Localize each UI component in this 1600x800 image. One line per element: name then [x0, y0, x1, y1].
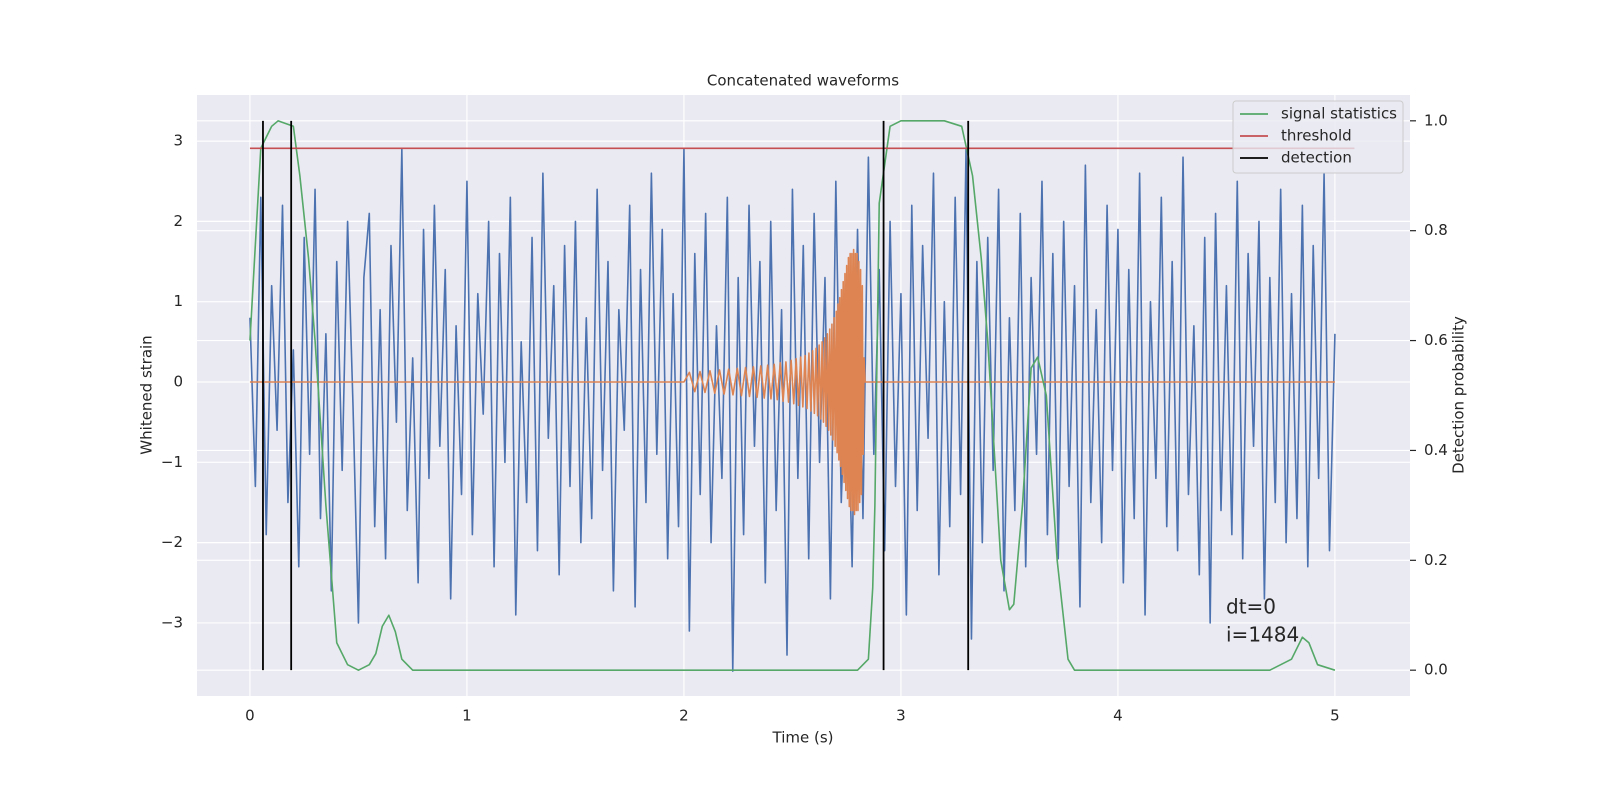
y2-tick-label: 1.0	[1424, 111, 1448, 129]
x-tick-label: 0	[245, 707, 255, 725]
y2-tick-label: 0.8	[1424, 221, 1448, 239]
series-line	[249, 248, 1335, 516]
y-tick-label: −2	[161, 533, 183, 551]
series-line	[249, 148, 1336, 672]
legend-label: signal statistics	[1281, 105, 1397, 123]
legend-label: threshold	[1281, 127, 1352, 145]
overlay: signal statistics threshold detection	[1232, 100, 1404, 174]
y2-tick-label: 0.2	[1424, 551, 1448, 569]
legend-label: detection	[1281, 149, 1352, 167]
annotation: dt=0	[1226, 595, 1276, 619]
y-axis-label: Whitened strain	[138, 335, 156, 454]
y2-tick-label: 0.0	[1424, 661, 1448, 679]
x-tick-label: 5	[1330, 707, 1340, 725]
y-tick-label: 1	[173, 292, 183, 310]
y2-axis-label: Detection probability	[1450, 316, 1468, 474]
x-axis-label: Time (s)	[772, 729, 834, 747]
series-line	[249, 120, 1336, 671]
marks	[249, 120, 1355, 672]
y2-tick-label: 0.4	[1424, 441, 1448, 459]
y-tick-label: 3	[173, 132, 183, 150]
chart-title: Concatenated waveforms	[707, 72, 899, 90]
x-tick-label: 1	[462, 707, 472, 725]
y-tick-label: 2	[173, 212, 183, 230]
y2-tick-label: 0.6	[1424, 331, 1448, 349]
x-tick-label: 2	[679, 707, 689, 725]
y-tick-label: −1	[161, 453, 183, 471]
legend-box	[1232, 100, 1404, 174]
annotation: i=1484	[1226, 623, 1299, 647]
y-tick-label: 0	[173, 373, 183, 391]
y-tick-label: −3	[161, 613, 183, 631]
x-tick-label: 4	[1113, 707, 1123, 725]
x-tick-label: 3	[896, 707, 906, 725]
